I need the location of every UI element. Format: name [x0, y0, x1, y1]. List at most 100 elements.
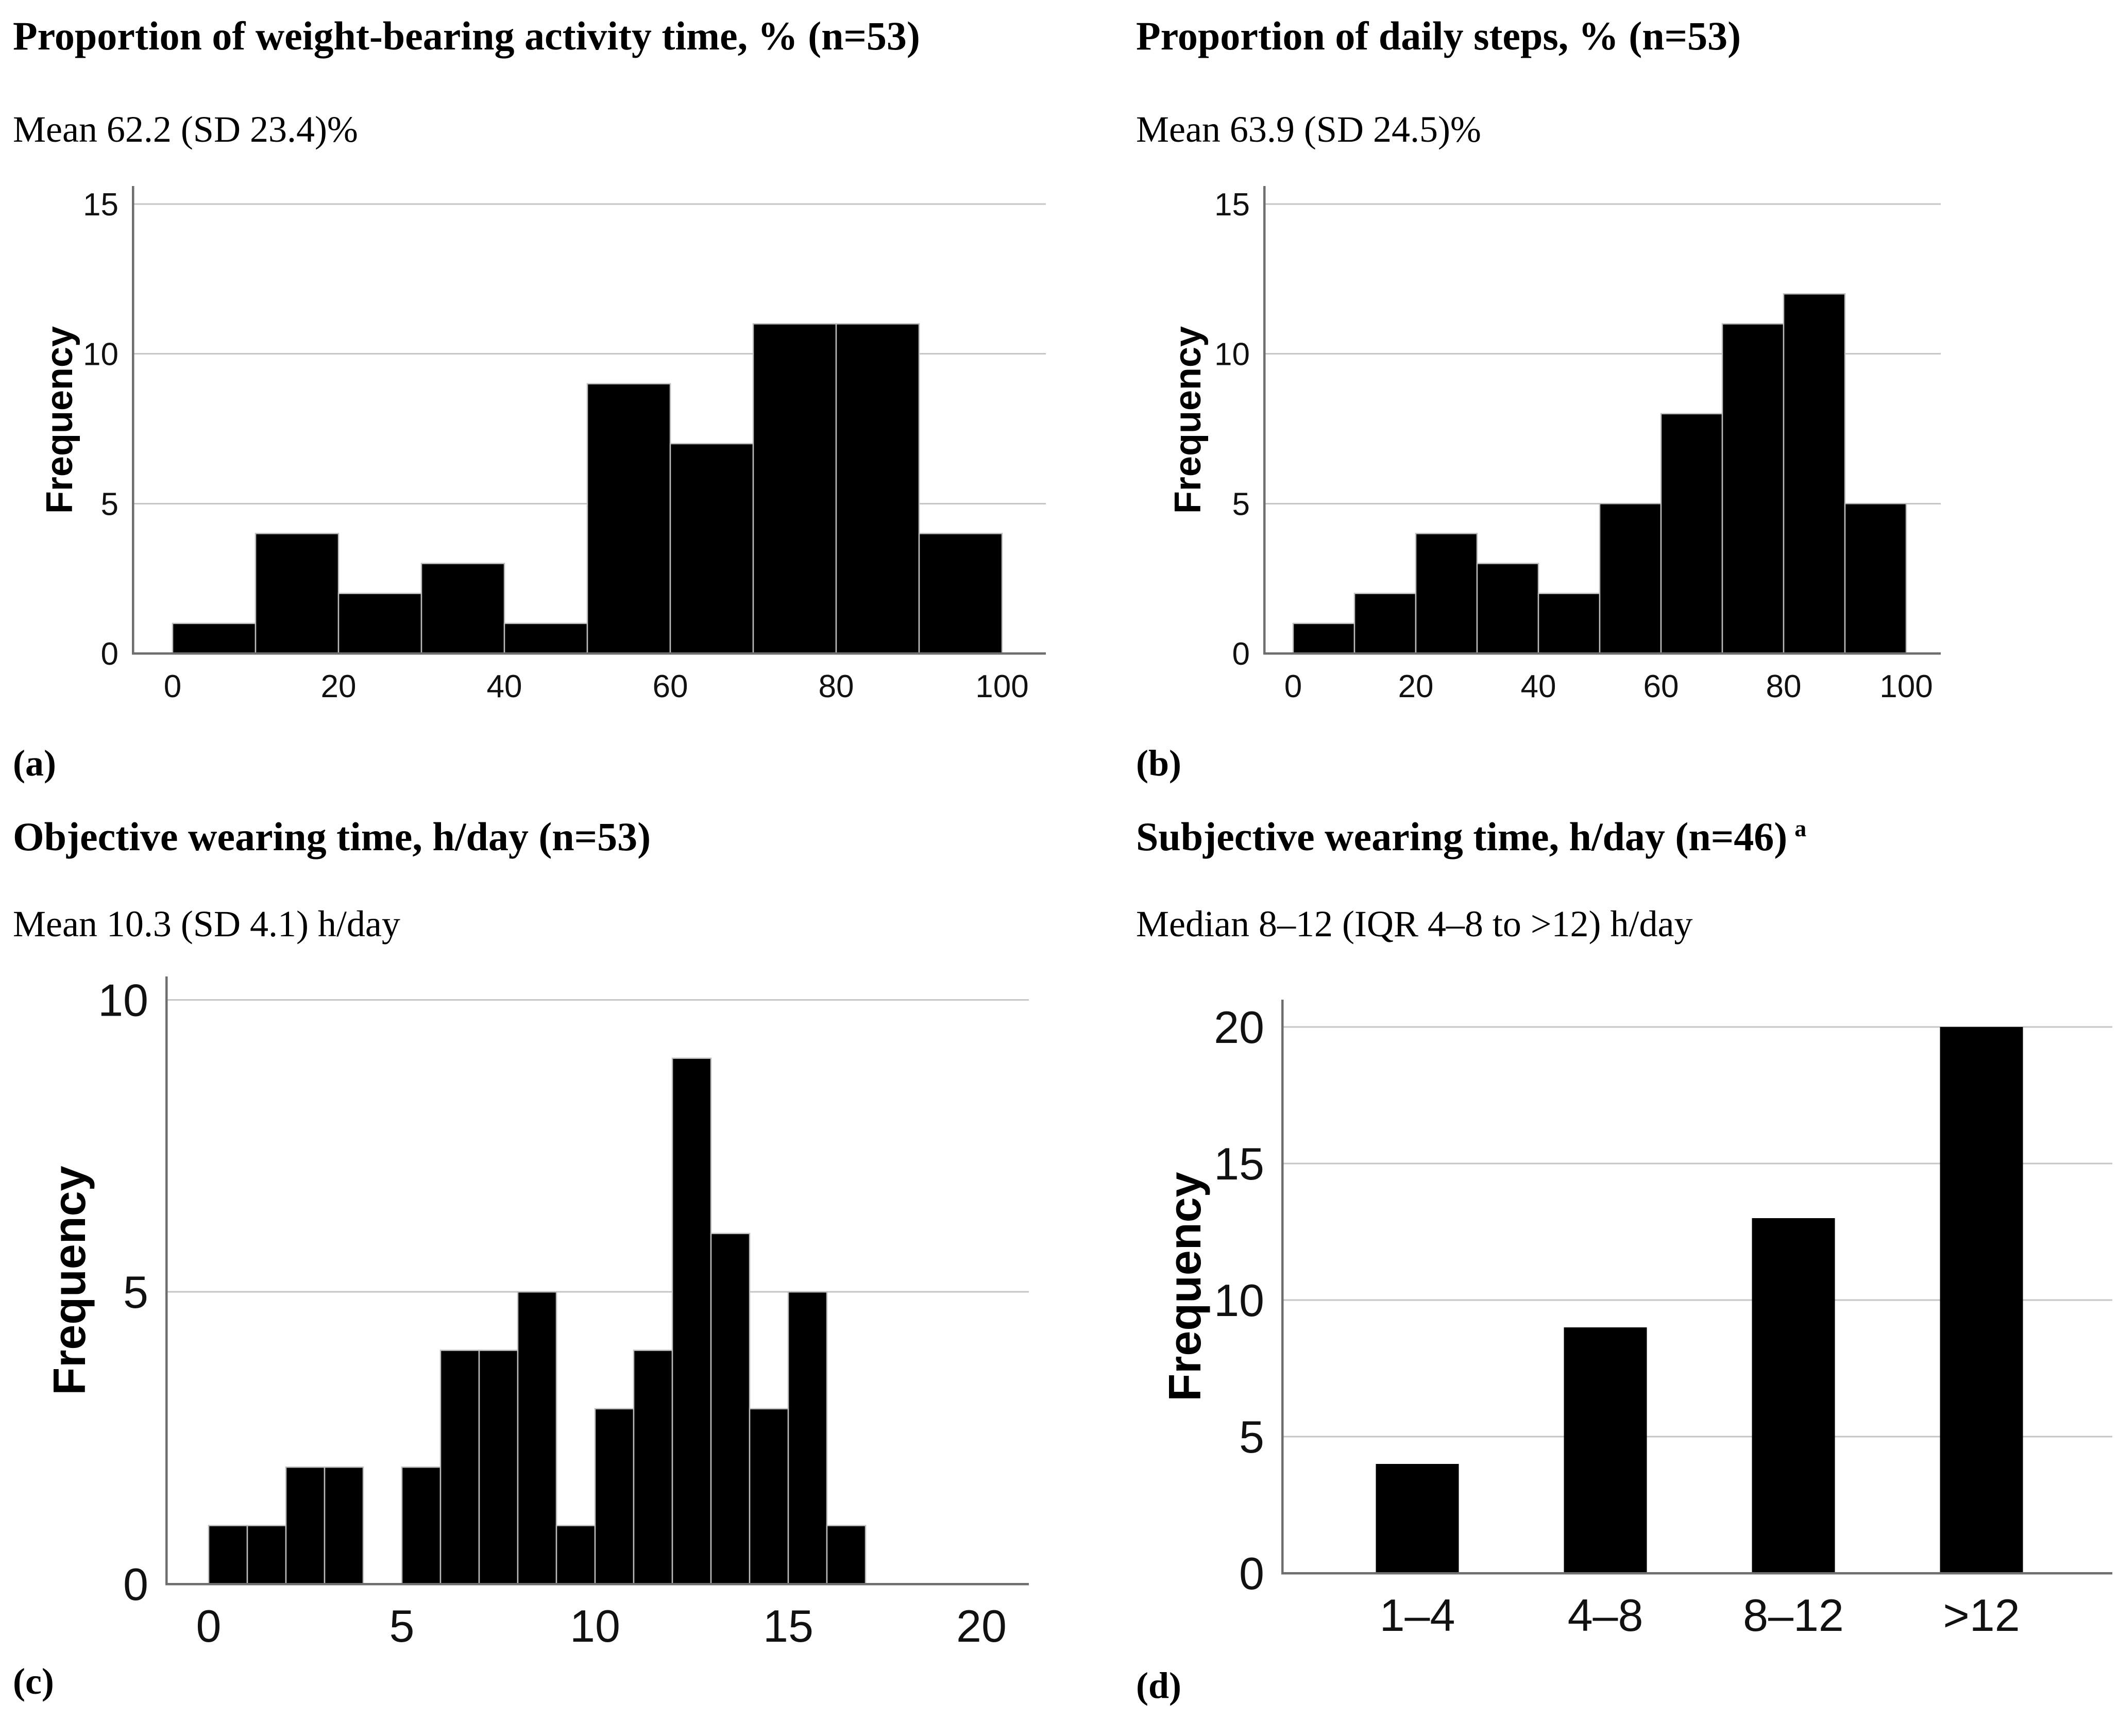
histogram-bar	[835, 323, 920, 654]
x-tick-label: 10	[570, 1600, 620, 1651]
x-tick-label: 0	[1284, 669, 1302, 704]
histogram-bar	[918, 533, 1003, 654]
histogram-bar	[710, 1233, 751, 1585]
histogram-bar	[285, 1467, 326, 1585]
y-tick-label: 5	[101, 486, 118, 522]
histogram-bar	[826, 1525, 867, 1585]
x-tick-label: 60	[1643, 669, 1679, 704]
y-axis-title: Frequency	[1159, 1172, 1210, 1401]
histogram-bar	[503, 622, 588, 654]
x-category-label: 1–4	[1380, 1590, 1455, 1641]
x-tick-label: 0	[164, 669, 181, 704]
y-tick-label: 5	[1232, 486, 1250, 522]
x-tick-label: 15	[763, 1600, 814, 1651]
panel-a-title-text: Proportion of weight-bearing activity ti…	[13, 13, 920, 58]
histogram-bar	[1721, 323, 1785, 654]
histogram-bar	[1599, 503, 1662, 654]
y-tick-label: 10	[98, 974, 148, 1025]
histogram-bar	[478, 1350, 519, 1585]
x-tick-label: 0	[196, 1600, 222, 1651]
histogram-bar	[633, 1350, 673, 1585]
histogram-bar	[671, 1057, 712, 1585]
y-axis-title: Frequency	[39, 326, 80, 514]
bar	[1940, 1027, 2023, 1573]
panel-d-title: Subjective wearing time, h/day (n=46) a	[1136, 814, 1806, 859]
bar	[1376, 1464, 1459, 1573]
histogram-bar	[669, 443, 754, 654]
x-tick-label: 40	[1521, 669, 1556, 704]
histogram-bar	[517, 1291, 557, 1585]
y-tick-label: 5	[123, 1267, 148, 1318]
x-tick-label: 20	[956, 1600, 1007, 1651]
y-tick-label: 15	[1214, 187, 1250, 223]
histogram-bar	[1415, 533, 1478, 654]
panel-b-title-text: Proportion of daily steps, % (n=53)	[1136, 13, 1741, 58]
y-tick-label: 20	[1214, 1002, 1264, 1053]
histogram-bar	[255, 533, 340, 654]
y-tick-label: 0	[123, 1559, 148, 1610]
panel-a-letter: (a)	[13, 743, 56, 784]
y-tick-label: 0	[1239, 1548, 1264, 1599]
histogram-bar	[324, 1467, 364, 1585]
panel-c-title: Objective wearing time, h/day (n=53)	[13, 814, 651, 859]
x-tick-label: 80	[819, 669, 854, 704]
panel-a-subtitle: Mean 62.2 (SD 23.4)%	[13, 109, 358, 150]
panel-d-chart: 0 5 10 15 20 1–4 4–8 8–12 >12 Frequency	[1159, 1000, 2112, 1641]
panel-b-subtitle: Mean 63.9 (SD 24.5)%	[1136, 109, 1481, 150]
y-tick-label: 15	[83, 187, 118, 223]
histogram-bar	[749, 1408, 789, 1585]
y-tick-label: 0	[101, 636, 118, 672]
x-category-label: >12	[1943, 1590, 2020, 1641]
panel-d-title-text: Subjective wearing time, h/day (n=46)	[1136, 814, 1788, 859]
histogram-bar	[1783, 293, 1846, 654]
y-tick-label: 5	[1239, 1411, 1264, 1462]
panel-a-title: Proportion of weight-bearing activity ti…	[13, 13, 920, 58]
histogram-bar	[555, 1525, 596, 1585]
panel-d-title-superscript: a	[1794, 815, 1807, 841]
histogram-bar	[172, 622, 257, 654]
x-tick-label: 20	[1398, 669, 1434, 704]
histogram-bar	[1537, 593, 1601, 654]
histogram-bar	[787, 1291, 828, 1585]
histogram-bar	[208, 1525, 248, 1585]
histogram-bar	[439, 1350, 480, 1585]
histogram-bar	[1292, 622, 1355, 654]
panel-c-chart: 0 5 10 0 5 10 15 20 Frequency	[44, 974, 1029, 1651]
x-category-label: 8–12	[1743, 1590, 1844, 1641]
panel-d-letter: (d)	[1136, 1665, 1181, 1706]
bar	[1564, 1327, 1647, 1573]
x-tick-label: 100	[1879, 669, 1933, 704]
panel-b-letter: (b)	[1136, 743, 1181, 784]
panel-b-chart: 0 5 10 15 0 20 40 60 80 100 Frequency	[1167, 186, 1941, 704]
y-tick-label: 10	[1214, 337, 1250, 373]
panel-c-letter: (c)	[13, 1661, 54, 1702]
histogram-bar	[1844, 503, 1907, 654]
histogram-bar	[1476, 563, 1539, 654]
y-tick-label: 0	[1232, 636, 1250, 672]
y-tick-label: 10	[1214, 1275, 1264, 1326]
histogram-bar	[594, 1408, 635, 1585]
x-tick-label: 100	[975, 669, 1028, 704]
panel-d-subtitle: Median 8–12 (IQR 4–8 to >12) h/day	[1136, 903, 1693, 945]
x-tick-label: 40	[487, 669, 522, 704]
histogram-bar	[246, 1525, 287, 1585]
histogram-bar	[1353, 593, 1417, 654]
x-tick-label: 5	[389, 1600, 415, 1651]
panel-c-subtitle: Mean 10.3 (SD 4.1) h/day	[13, 903, 400, 945]
x-category-label: 4–8	[1568, 1590, 1643, 1641]
histogram-bar	[1660, 413, 1723, 654]
x-tick-label: 80	[1766, 669, 1802, 704]
panel-a-chart: 0 5 10 15 0 20 40 60 80 100 Frequency	[39, 186, 1046, 704]
histogram-bar	[337, 593, 422, 654]
x-tick-label: 60	[653, 669, 688, 704]
bar	[1752, 1218, 1835, 1573]
y-tick-label: 15	[1214, 1138, 1264, 1189]
histogram-bar	[420, 563, 505, 654]
panel-b-title: Proportion of daily steps, % (n=53)	[1136, 13, 1741, 58]
y-tick-label: 10	[83, 337, 118, 373]
histogram-bar	[401, 1467, 442, 1585]
y-axis-title: Frequency	[44, 1166, 95, 1395]
histogram-bar	[752, 323, 837, 654]
histogram-bar	[586, 383, 671, 654]
